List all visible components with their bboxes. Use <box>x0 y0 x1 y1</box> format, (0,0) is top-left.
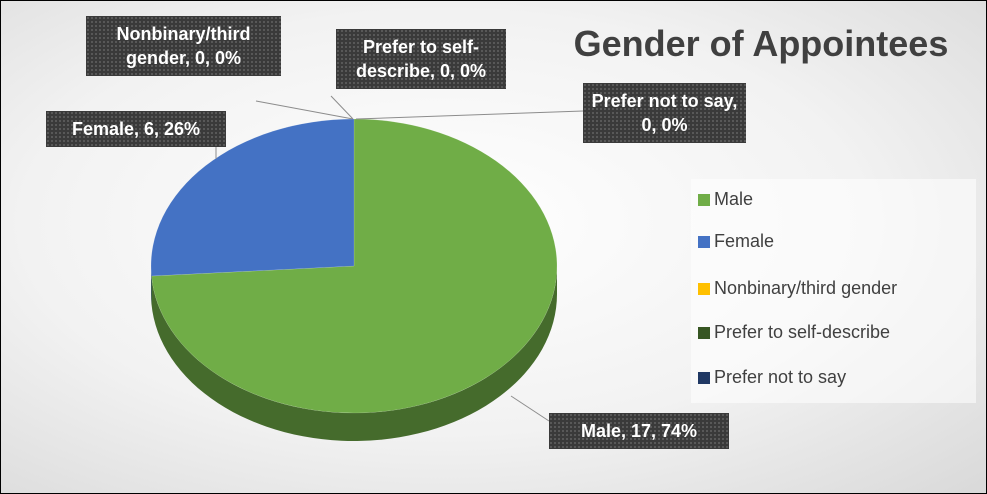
leader-line <box>510 395 550 422</box>
legend-swatch <box>698 194 710 206</box>
pie <box>150 118 558 442</box>
legend-swatch <box>698 372 710 384</box>
legend-item: Prefer to self-describe <box>698 322 890 343</box>
legend: Male Female Nonbinary/third gender Prefer t… <box>691 179 976 403</box>
legend-label: Prefer to self-describe <box>714 322 891 342</box>
data-label: Female, 6, 26% <box>46 111 226 147</box>
legend-item: Female <box>698 231 774 252</box>
legend-swatch <box>698 283 710 295</box>
data-label: Prefer not to say, 0, 0% <box>583 83 746 143</box>
legend-swatch <box>698 327 710 339</box>
legend-item: Prefer not to say <box>698 367 846 388</box>
chart-title: Gender of Appointees <box>573 23 949 64</box>
legend-item: Nonbinary/third gender <box>698 278 897 299</box>
pie-slice <box>150 118 355 277</box>
leader-line <box>355 110 584 120</box>
data-label: Prefer to self-describe, 0, 0% <box>336 29 506 89</box>
legend-label: Prefer not to say <box>714 367 847 387</box>
data-label: Male, 17, 74% <box>549 413 729 449</box>
legend-swatch <box>698 236 710 248</box>
pie-slice <box>151 118 558 414</box>
legend-label: Nonbinary/third gender <box>714 278 898 298</box>
data-label: Nonbinary/third gender, 0, 0% <box>86 16 281 76</box>
leader-line <box>255 100 354 120</box>
legend-label: Female <box>714 231 775 251</box>
legend-item: Male <box>698 189 753 210</box>
legend-label: Male <box>714 189 754 209</box>
leader-line <box>330 95 354 120</box>
pie-slice-side <box>151 266 557 442</box>
leader-lines <box>215 95 584 422</box>
